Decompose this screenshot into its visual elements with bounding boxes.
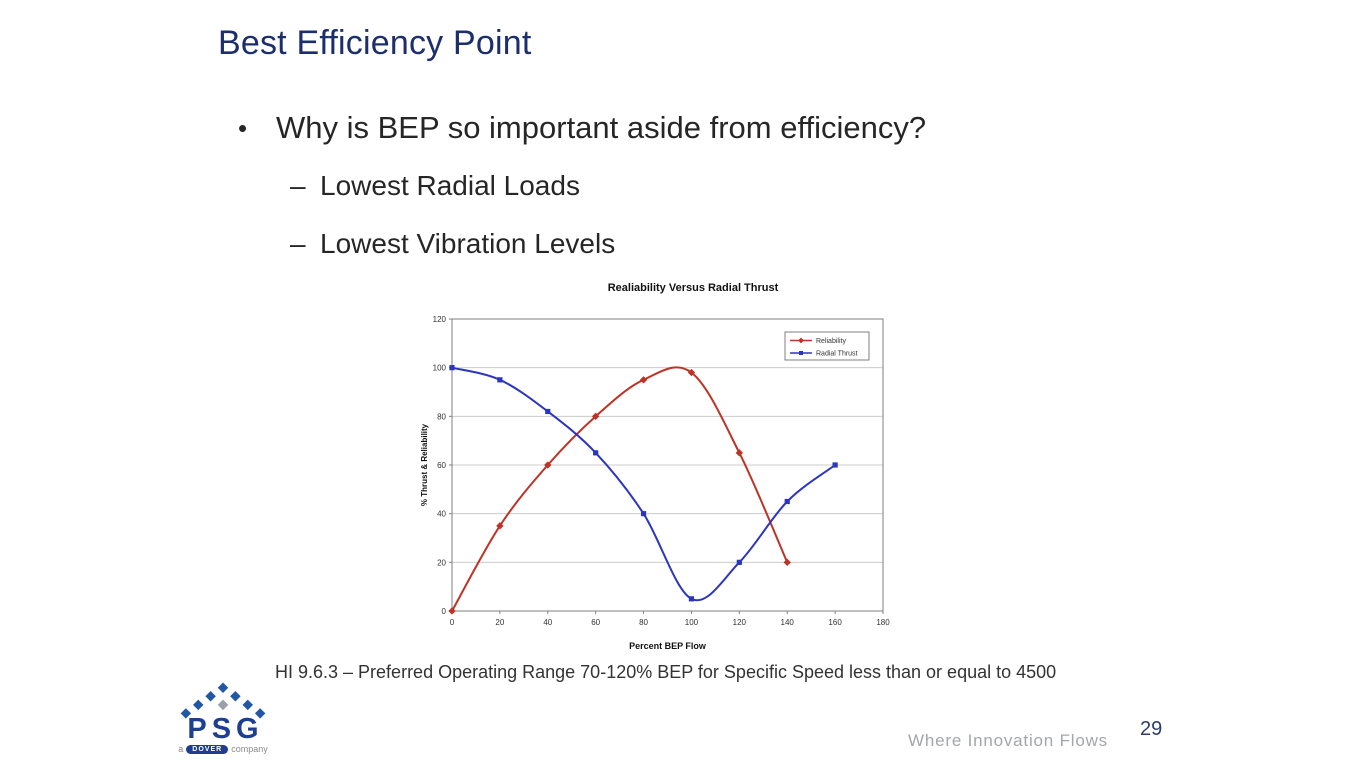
svg-text:20: 20: [495, 618, 504, 627]
svg-text:120: 120: [433, 315, 447, 324]
reliability-vs-radial-thrust-chart: 0 20 40 60 80 100 120 140 160 180 0 20 40 60 80 100 120 R…: [420, 282, 890, 651]
svg-text:0: 0: [450, 618, 455, 627]
logo-sub-prefix: a: [178, 744, 184, 754]
dash-icon: –: [290, 170, 306, 201]
svg-text:Realiability Versus Radial Thr: Realiability Versus Radial Thrust: [608, 282, 779, 294]
footnote-hi-standard: HI 9.6.3 – Preferred Operating Range 70-…: [275, 662, 1057, 682]
svg-text:40: 40: [437, 510, 446, 519]
sub-bullet-radial-loads: – Lowest Radial Loads: [290, 167, 580, 205]
sub-bullet-text: Lowest Radial Loads: [320, 170, 580, 201]
page-number: 29: [1140, 718, 1163, 740]
bullet-text: Why is BEP so important aside from effic…: [276, 110, 927, 145]
psg-logo: PSG a DOVER company: [173, 682, 273, 754]
svg-text:80: 80: [639, 618, 648, 627]
svg-text:40: 40: [543, 618, 552, 627]
psg-sub-brand: a DOVER company: [178, 744, 267, 754]
sub-bullet-vibration-levels: – Lowest Vibration Levels: [290, 225, 615, 263]
sub-bullet-text: Lowest Vibration Levels: [320, 228, 616, 259]
svg-text:Reliability: Reliability: [816, 338, 846, 345]
svg-text:Radial Thrust: Radial Thrust: [816, 351, 858, 358]
svg-text:140: 140: [781, 618, 795, 627]
svg-text:60: 60: [437, 461, 446, 470]
svg-text:20: 20: [437, 558, 446, 567]
svg-text:100: 100: [685, 618, 699, 627]
bullet-item: • Why is BEP so important aside from eff…: [238, 108, 926, 148]
dash-icon: –: [290, 228, 306, 259]
svg-text:120: 120: [733, 618, 747, 627]
psg-wordmark: PSG: [187, 713, 264, 745]
dover-badge: DOVER: [186, 744, 229, 754]
svg-text:80: 80: [437, 412, 446, 421]
svg-text:100: 100: [433, 364, 447, 373]
chart-container: 0 20 40 60 80 100 120 140 160 180 0 20 40 60 80 100 120 R…: [415, 278, 905, 653]
psg-diamonds-icon: [180, 682, 266, 719]
svg-text:% Thrust & Reliability: % Thrust & Reliability: [420, 423, 429, 506]
bullet-icon: •: [238, 113, 248, 143]
logo-sub-suffix: company: [231, 744, 268, 754]
svg-text:180: 180: [876, 618, 890, 627]
tagline: Where Innovation Flows: [908, 731, 1108, 750]
svg-text:160: 160: [828, 618, 842, 627]
page-title: Best Efficiency Point: [218, 24, 532, 62]
svg-text:Percent BEP Flow: Percent BEP Flow: [629, 641, 707, 651]
svg-text:0: 0: [442, 607, 447, 616]
svg-text:60: 60: [591, 618, 600, 627]
